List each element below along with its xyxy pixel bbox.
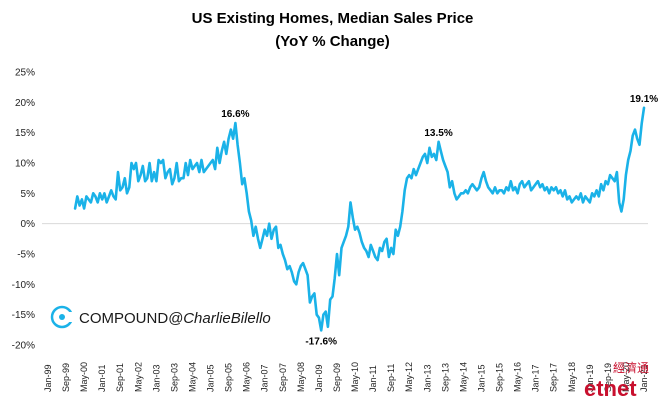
x-tick-label: May-16 xyxy=(513,362,523,392)
etnet-logo-text: etnet xyxy=(584,376,637,401)
x-tick-label: Jan-11 xyxy=(368,365,378,392)
x-tick-label: Sep-01 xyxy=(115,363,125,392)
y-tick-label: 25% xyxy=(15,68,35,79)
chart-title: US Existing Homes, Median Sales Price xyxy=(191,10,474,27)
x-tick-label: Sep-99 xyxy=(61,363,71,392)
data-label: 13.5% xyxy=(424,128,452,139)
x-tick-label: May-08 xyxy=(296,362,306,392)
data-label: 16.6% xyxy=(221,109,249,120)
x-tick-label: May-14 xyxy=(458,362,468,392)
y-tick-label: 15% xyxy=(15,128,35,139)
x-tick-label: Sep-09 xyxy=(332,363,342,392)
x-tick-label: Jan-21 xyxy=(639,364,649,392)
y-tick-label: -10% xyxy=(12,280,35,291)
x-tick-label: Jan-99 xyxy=(43,364,53,392)
x-tick-label: Jan-19 xyxy=(585,364,595,392)
y-tick-label: -5% xyxy=(17,250,35,261)
x-tick-label: Jan-05 xyxy=(206,364,216,392)
series-layer xyxy=(73,106,646,332)
x-tick-label: May-02 xyxy=(133,362,143,392)
x-tick-label: Sep-19 xyxy=(603,363,613,392)
x-tick-label: May-12 xyxy=(404,362,414,392)
chart-subtitle: (YoY % Change) xyxy=(275,33,390,50)
data-label: 19.1% xyxy=(630,94,658,105)
x-tick-label: Jan-09 xyxy=(314,364,324,392)
x-tick-label: Sep-13 xyxy=(440,363,450,392)
y-tick-label: 5% xyxy=(21,189,36,200)
x-tick-label: May-00 xyxy=(79,362,89,392)
x-axis: Jan-99 Sep-99 May-00 Jan-01 Sep-01 May-02 Jan-… xyxy=(43,362,649,392)
series-line xyxy=(73,106,646,332)
x-tick-label: Sep-05 xyxy=(224,363,234,392)
y-tick-label: 10% xyxy=(15,159,35,170)
compound-logo-icon xyxy=(50,305,74,329)
x-tick-label: Jan-13 xyxy=(422,364,432,392)
x-tick-label: Jan-17 xyxy=(531,364,541,392)
x-tick-label: May-20 xyxy=(621,362,631,392)
compound-watermark: COMPOUND @CharlieBilello xyxy=(50,305,271,329)
y-axis: -20% -15% -10% -5% 0% 5% 10% 15% 20% 25% xyxy=(12,68,35,352)
x-tick-label: Jan-01 xyxy=(97,364,107,392)
x-tick-label: Jan-03 xyxy=(151,364,161,392)
x-tick-label: May-06 xyxy=(242,362,252,392)
x-tick-label: May-18 xyxy=(567,362,577,392)
x-tick-label: Sep-11 xyxy=(386,364,396,392)
x-tick-label: Jan-07 xyxy=(260,364,270,392)
x-tick-label: Sep-07 xyxy=(278,363,288,392)
data-label: -17.6% xyxy=(305,336,337,347)
x-tick-label: Sep-15 xyxy=(495,363,505,392)
watermark-brand: COMPOUND xyxy=(79,310,168,327)
etnet-chinese-label: 經濟通 xyxy=(613,360,649,375)
x-tick-label: May-04 xyxy=(187,362,197,392)
y-tick-label: -20% xyxy=(12,341,35,352)
y-tick-label: 0% xyxy=(21,219,36,230)
watermark-handle: @CharlieBilello xyxy=(168,310,271,327)
x-tick-label: May-10 xyxy=(350,362,360,392)
x-tick-label: Sep-17 xyxy=(549,363,559,392)
etnet-corner-logo: 經濟通 etnet xyxy=(584,360,649,401)
y-tick-label: 20% xyxy=(15,98,35,109)
y-tick-label: -15% xyxy=(12,310,35,321)
x-tick-label: Sep-03 xyxy=(169,363,179,392)
x-tick-label: Jan-15 xyxy=(476,364,486,392)
annotations: 16.6% -17.6% 13.5% 19.1% xyxy=(221,94,658,348)
